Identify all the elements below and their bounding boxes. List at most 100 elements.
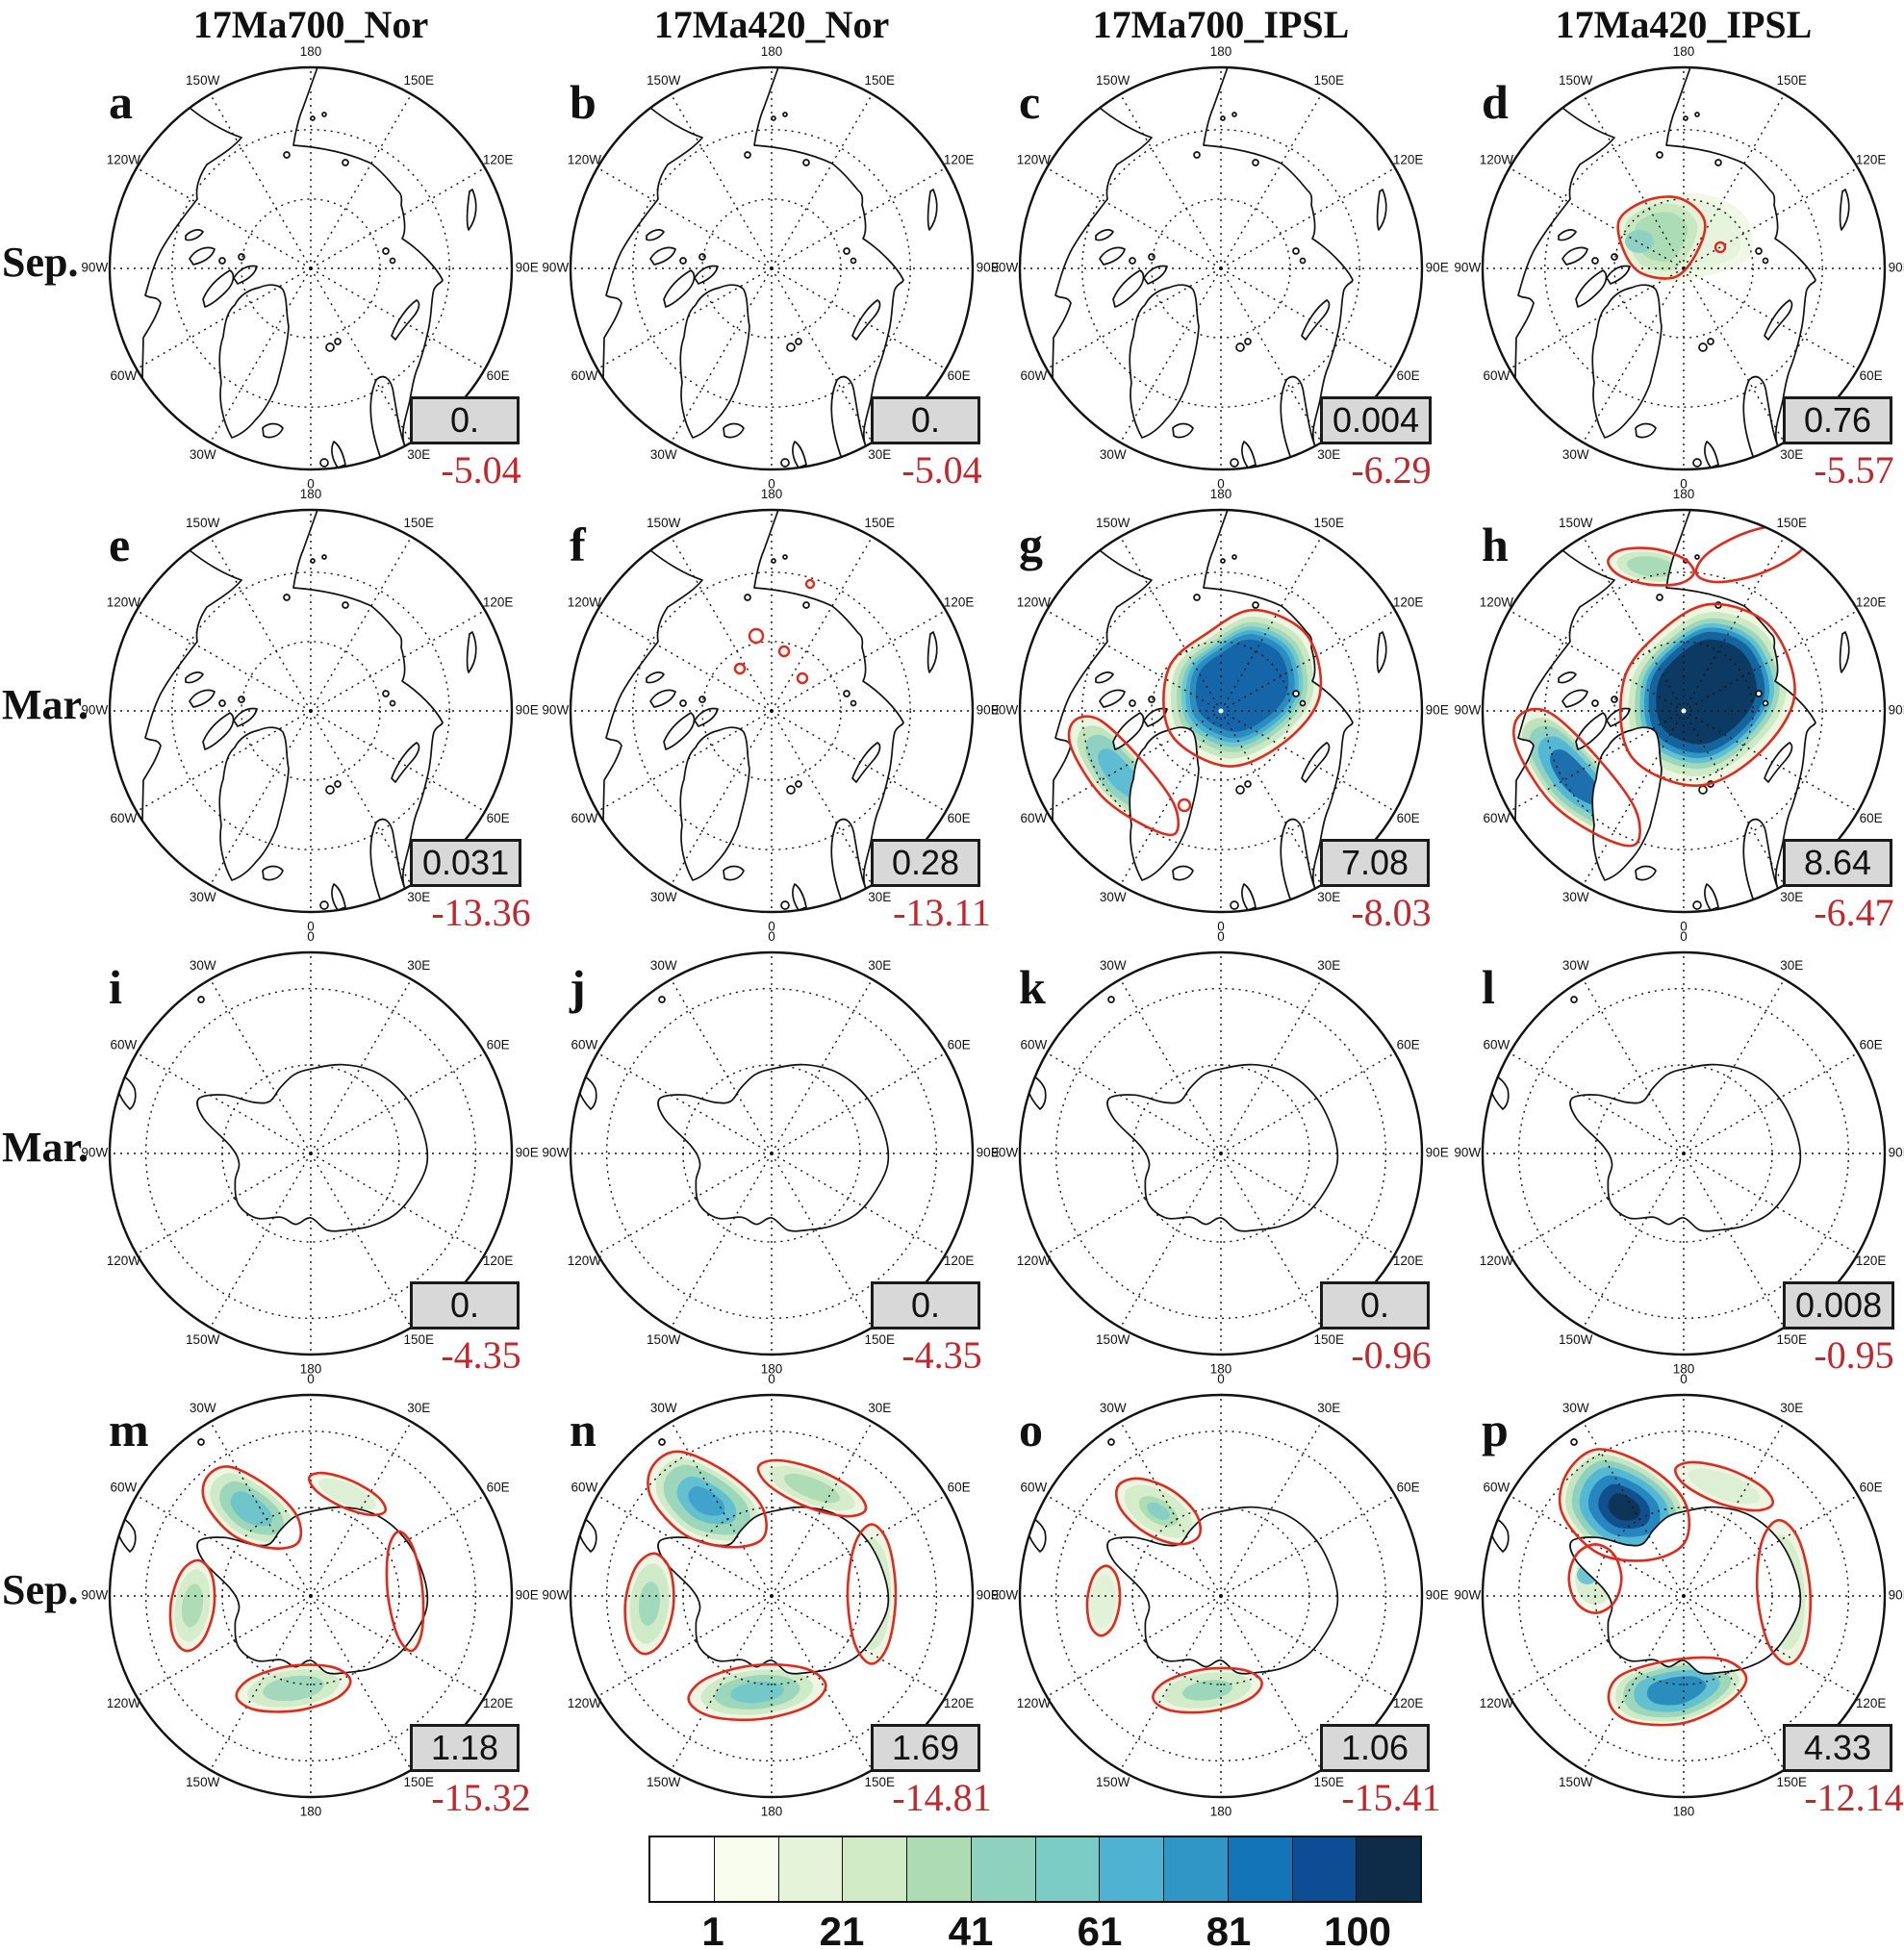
graticule xyxy=(1020,1395,1422,1797)
lon-label-arctic-8: 60W xyxy=(571,811,598,825)
value-box-g: 7.08 xyxy=(1320,839,1430,887)
lon-label-antarctic-10: 60W xyxy=(1484,1037,1511,1051)
panel-letter-m: m xyxy=(109,1403,149,1456)
lon-label-antarctic-9: 90W xyxy=(81,1588,108,1603)
lon-label-arctic-4: 60E xyxy=(948,811,971,825)
panel-f: 180 150E 120E 90E 60E 30E 0 30W 60W 90W 120W 150W f xyxy=(542,487,999,933)
coastlines xyxy=(1483,67,1885,469)
lon-label-antarctic-6: 180 xyxy=(1210,1361,1232,1376)
panel-n: 0 30E 60E 90E 120E 150E 180 150W 120W 90W 60W 30W n xyxy=(542,1372,999,1818)
lon-label-antarctic-1: 30E xyxy=(1780,1401,1803,1415)
lon-label-antarctic-3: 90E xyxy=(977,1588,1000,1603)
colorbar-cell-9 xyxy=(1228,1837,1293,1901)
lon-label-arctic-9: 90W xyxy=(1454,703,1481,718)
lon-label-antarctic-11: 30W xyxy=(190,1401,216,1415)
value-box-p: 4.33 xyxy=(1783,1724,1892,1772)
anomaly-value-b: -5.04 xyxy=(901,448,982,492)
lon-label-arctic-1: 150E xyxy=(404,516,435,530)
panel-letter-h: h xyxy=(1482,518,1509,571)
colorbar-cell-1 xyxy=(714,1837,779,1901)
lon-label-antarctic-0: 0 xyxy=(1680,1372,1688,1386)
panel-a: 180 150E 120E 90E 60E 30E 0 30W 60W 90W 120W 150W a xyxy=(81,44,538,491)
anomaly-value-n: -14.81 xyxy=(892,1776,992,1819)
lon-label-arctic-4: 60E xyxy=(1860,368,1883,383)
panel-letter-b: b xyxy=(570,75,597,129)
lon-label-arctic-4: 60E xyxy=(948,368,971,383)
panel-h: 180 150E 120E 90E 60E 30E 0 30W 60W 90W 120W 150W h xyxy=(1454,487,1904,933)
lon-label-arctic-5: 30E xyxy=(868,890,891,904)
lon-label-antarctic-3: 90E xyxy=(977,1146,1000,1160)
colorbar xyxy=(648,1836,1422,1903)
anomaly-value-p: -12.14 xyxy=(1804,1776,1904,1819)
lon-label-arctic-5: 30E xyxy=(1780,447,1803,462)
lon-label-antarctic-3: 90E xyxy=(516,1588,539,1603)
lon-label-arctic-11: 150W xyxy=(647,73,681,88)
lon-label-arctic-8: 60W xyxy=(1484,368,1511,383)
panel-m: 0 30E 60E 90E 120E 150E 180 150W 120W 90W 60W 30W m xyxy=(81,1372,538,1818)
lon-label-arctic-4: 60E xyxy=(487,811,510,825)
lon-label-arctic-1: 150E xyxy=(1777,73,1808,88)
lon-label-arctic-6: 0 xyxy=(1680,476,1688,491)
lon-label-arctic-0: 180 xyxy=(761,487,783,501)
lon-label-antarctic-11: 30W xyxy=(1100,958,1127,973)
panel-letter-i: i xyxy=(109,960,122,1014)
lon-label-antarctic-2: 60E xyxy=(1860,1480,1883,1494)
lon-label-arctic-7: 30W xyxy=(1100,890,1127,904)
panel-letter-d: d xyxy=(1482,75,1509,129)
lon-label-arctic-2: 120E xyxy=(944,152,975,166)
coastlines xyxy=(110,67,512,469)
panel-letter-f: f xyxy=(570,518,586,571)
lon-label-antarctic-3: 90E xyxy=(1426,1146,1449,1160)
anomaly-value-f: -13.11 xyxy=(893,891,991,934)
lon-label-antarctic-5: 150E xyxy=(1314,1332,1345,1347)
lon-label-arctic-11: 150W xyxy=(1559,73,1593,88)
lon-label-arctic-9: 90W xyxy=(542,261,569,275)
coastlines xyxy=(1026,996,1339,1232)
lon-label-arctic-9: 90W xyxy=(991,261,1018,275)
lon-label-antarctic-11: 30W xyxy=(1100,1401,1127,1415)
column-title-3: 17Ma420_IPSL xyxy=(1555,3,1813,46)
lon-label-antarctic-9: 90W xyxy=(991,1588,1018,1603)
lon-label-antarctic-1: 30E xyxy=(1317,1401,1340,1415)
lon-label-antarctic-3: 90E xyxy=(1426,1588,1449,1603)
row-label-2: Mar. xyxy=(2,1124,89,1171)
panel-letter-a: a xyxy=(109,75,133,129)
lon-label-arctic-6: 0 xyxy=(307,476,315,491)
lon-label-antarctic-6: 180 xyxy=(761,1361,783,1376)
value-box-l: 0.008 xyxy=(1783,1281,1895,1330)
lon-label-antarctic-1: 30E xyxy=(407,958,430,973)
lon-label-antarctic-1: 30E xyxy=(1317,958,1340,973)
lon-label-arctic-3: 90E xyxy=(977,261,1000,275)
graticule xyxy=(571,1395,973,1797)
lon-label-antarctic-4: 120E xyxy=(483,1696,514,1710)
lon-label-antarctic-7: 150W xyxy=(1559,1332,1593,1347)
lon-label-antarctic-8: 120W xyxy=(1480,1696,1514,1710)
lon-label-arctic-10: 120W xyxy=(1480,152,1514,166)
coastlines xyxy=(571,510,973,911)
column-title-1: 17Ma420_Nor xyxy=(653,3,890,46)
colorbar-cell-11 xyxy=(1357,1837,1420,1901)
map-o: 0 30E 60E 90E 120E 150E 180 150W 120W 90W 60W 30W xyxy=(991,1372,1448,1818)
anomaly-value-o: -15.41 xyxy=(1341,1776,1441,1819)
lon-label-antarctic-4: 120E xyxy=(1856,1254,1887,1268)
lon-label-arctic-0: 180 xyxy=(300,44,322,59)
lon-label-arctic-1: 150E xyxy=(1777,516,1808,530)
lon-label-arctic-2: 120E xyxy=(483,152,514,166)
graticule xyxy=(1020,67,1422,469)
anomaly-value-d: -5.57 xyxy=(1814,448,1894,492)
value-box-h: 8.64 xyxy=(1783,839,1892,887)
lon-label-antarctic-3: 90E xyxy=(1889,1588,1904,1603)
colorbar-cell-4 xyxy=(907,1837,972,1901)
lon-label-arctic-10: 120W xyxy=(107,595,141,609)
lon-label-arctic-10: 120W xyxy=(568,152,602,166)
colorbar-tick-label-2: 41 xyxy=(948,1909,994,1950)
map-b: 180 150E 120E 90E 60E 30E 0 30W 60W 90W 120W 150W xyxy=(542,44,999,491)
lon-label-antarctic-10: 60W xyxy=(111,1480,138,1494)
graticule xyxy=(1483,952,1885,1355)
lon-label-antarctic-11: 30W xyxy=(650,958,677,973)
anomaly-value-e: -13.36 xyxy=(431,891,531,934)
lon-label-arctic-5: 30E xyxy=(407,890,430,904)
coastlines xyxy=(110,510,512,911)
lon-label-arctic-2: 120E xyxy=(483,595,514,609)
